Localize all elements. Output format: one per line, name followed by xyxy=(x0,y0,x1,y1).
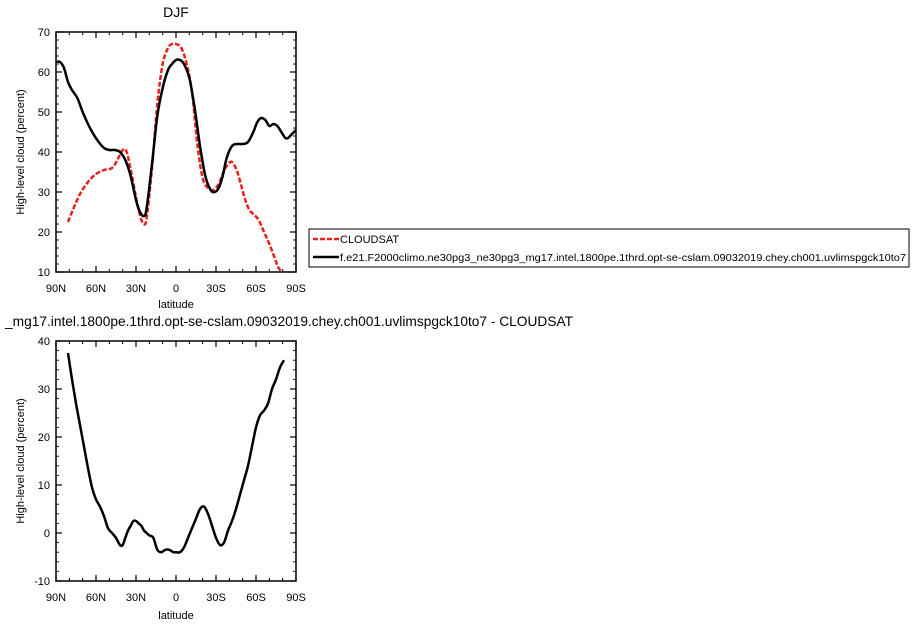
y-tick-label: 30 xyxy=(38,384,50,396)
bottom-axis-ticks xyxy=(55,340,297,582)
y-tick-label: 0 xyxy=(44,528,50,540)
y-tick-label: -10 xyxy=(34,576,50,588)
top-panel: DJF 10 20 30 40 50 60 70 90N 60N 30N 0 30S 60S 90S l… xyxy=(15,4,306,311)
y-tick-label: 60 xyxy=(38,67,50,79)
top-series-cloudsat-line xyxy=(66,42,284,272)
top-series-model-line xyxy=(56,58,296,218)
y-tick-label: 20 xyxy=(38,432,50,444)
y-tick-label: 20 xyxy=(38,227,50,239)
legend: CLOUDSAT f.e21.F2000climo.ne30pg3_ne30pg… xyxy=(308,228,910,268)
y-tick-label: 30 xyxy=(38,187,50,199)
x-tick-label: 90N xyxy=(46,592,66,604)
y-tick-label: 70 xyxy=(38,27,50,39)
bottom-plot-content xyxy=(66,352,286,554)
top-plot-frame xyxy=(55,31,297,273)
bottom-y-tick-labels: -10 0 10 20 30 40 xyxy=(34,336,50,588)
x-tick-label: 90S xyxy=(286,592,306,604)
bottom-panel: _mg17.intel.1800pe.1thrd.opt-se-cslam.09… xyxy=(4,313,573,622)
top-y-axis-label: High-level cloud (percent) xyxy=(15,89,27,214)
legend-box xyxy=(308,228,910,268)
x-tick-label: 90N xyxy=(46,283,66,295)
x-tick-label: 0 xyxy=(173,283,179,295)
x-tick-label: 60N xyxy=(86,592,106,604)
y-tick-label: 10 xyxy=(38,267,50,279)
x-tick-label: 60S xyxy=(246,592,266,604)
y-tick-label: 50 xyxy=(38,107,50,119)
top-axis-ticks xyxy=(55,31,297,273)
legend-label-model: f.e21.F2000climo.ne30pg3_ne30pg3_mg17.in… xyxy=(340,253,906,264)
top-x-tick-labels: 90N 60N 30N 0 30S 60S 90S xyxy=(46,283,306,295)
legend-label-cloudsat: CLOUDSAT xyxy=(340,234,399,246)
x-tick-label: 0 xyxy=(173,592,179,604)
bottom-x-axis-label: latitude xyxy=(158,610,193,622)
bottom-x-tick-labels: 90N 60N 30N 0 30S 60S 90S xyxy=(46,592,306,604)
bottom-plot-frame xyxy=(55,340,297,582)
bottom-y-axis-label: High-level cloud (percent) xyxy=(15,398,27,523)
x-tick-label: 30N xyxy=(126,592,146,604)
bottom-series-difference-line xyxy=(66,352,286,554)
top-chart-title: DJF xyxy=(163,4,189,20)
x-tick-label: 30S xyxy=(206,592,226,604)
x-tick-label: 30N xyxy=(126,283,146,295)
x-tick-label: 90S xyxy=(286,283,306,295)
bottom-chart-title: _mg17.intel.1800pe.1thrd.opt-se-cslam.09… xyxy=(4,313,573,329)
y-tick-label: 10 xyxy=(38,480,50,492)
top-y-tick-labels: 10 20 30 40 50 60 70 xyxy=(38,27,50,279)
top-plot-content xyxy=(56,42,296,272)
top-x-axis-label: latitude xyxy=(158,299,193,311)
x-tick-label: 60S xyxy=(246,283,266,295)
x-tick-label: 30S xyxy=(206,283,226,295)
y-tick-label: 40 xyxy=(38,147,50,159)
y-tick-label: 40 xyxy=(38,336,50,348)
x-tick-label: 60N xyxy=(86,283,106,295)
